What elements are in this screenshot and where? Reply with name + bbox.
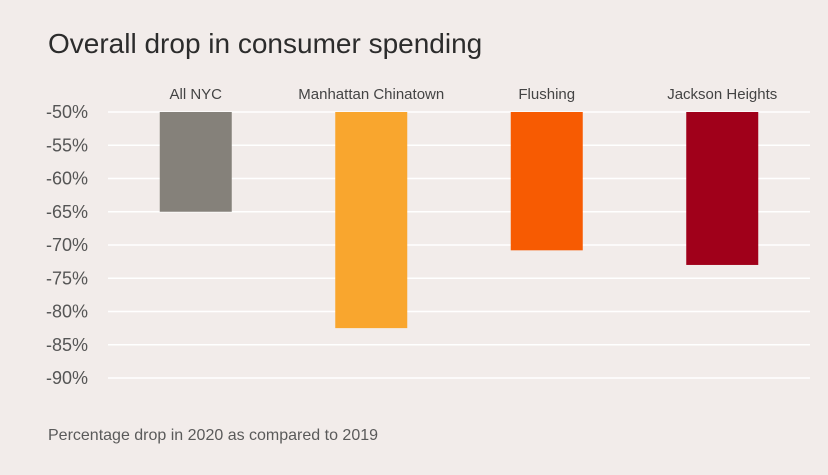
- y-tick-label: -65%: [46, 202, 88, 222]
- category-label: Manhattan Chinatown: [298, 86, 444, 103]
- chart-footnote: Percentage drop in 2020 as compared to 2…: [48, 427, 379, 444]
- y-tick-label: -90%: [46, 368, 88, 388]
- bar: [510, 112, 583, 251]
- chart-title: Overall drop in consumer spending: [48, 28, 483, 59]
- y-tick-label: -50%: [46, 102, 88, 122]
- y-tick-label: -85%: [46, 335, 88, 355]
- y-tick-label: -75%: [46, 268, 88, 288]
- bar: [686, 112, 759, 265]
- category-label: All NYC: [169, 86, 222, 103]
- bar: [335, 112, 408, 329]
- y-tick-label: -55%: [46, 135, 88, 155]
- y-tick-label: -60%: [46, 169, 88, 189]
- y-tick-label: -80%: [46, 302, 88, 322]
- category-label: Flushing: [518, 86, 575, 103]
- bar: [159, 112, 232, 212]
- y-tick-label: -70%: [46, 235, 88, 255]
- category-label: Jackson Heights: [667, 86, 777, 103]
